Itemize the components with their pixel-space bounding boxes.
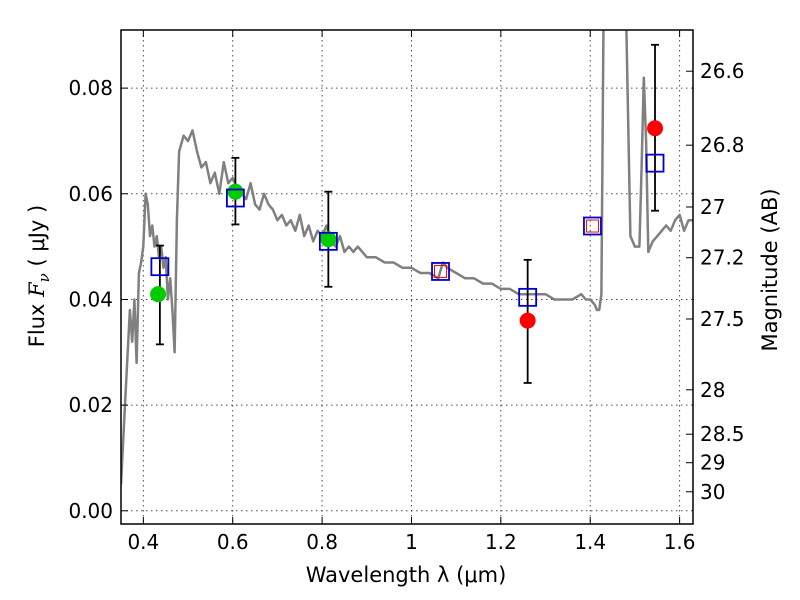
y-axis-label: Flux Fν ( μJy ) <box>25 205 53 347</box>
x-tick-label: 1.4 <box>574 530 606 554</box>
y-tick-label: 0.08 <box>68 76 113 100</box>
right-tick-label: 30 <box>700 480 725 504</box>
y-tick-label: 0.04 <box>68 287 113 311</box>
plot-frame <box>120 29 694 525</box>
right-tick-label: 27.2 <box>700 246 745 270</box>
x-tick-label: 0.6 <box>217 530 249 554</box>
model-flux-box-inner <box>434 264 448 278</box>
x-tick-label: 0.8 <box>306 530 338 554</box>
model-flux-box <box>150 257 170 277</box>
right-tick-label: 28.5 <box>700 422 745 446</box>
x-axis-label: Wavelength λ (μm) <box>306 563 507 587</box>
model-spectrum-line <box>121 30 693 485</box>
x-tick-label: 1.2 <box>485 530 517 554</box>
model-flux-box-inner <box>585 219 599 233</box>
right-tick-label: 28 <box>700 378 725 402</box>
y-axis-label-sub: ν <box>35 273 53 282</box>
axes: 0.4 0.6 0.8 1 1.2 1.4 1.6 0.00 0.02 0.04 0.06 0.08 2… <box>68 30 745 554</box>
model-flux-box <box>645 153 665 173</box>
right-tick-label: 26.8 <box>700 133 745 157</box>
right-tick-label: 29 <box>700 451 725 475</box>
x-tick-label: 0.4 <box>127 530 159 554</box>
y-tick-label: 0.06 <box>68 182 113 206</box>
y-axis-label-prefix: Flux <box>25 297 49 347</box>
x-tick-label: 1 <box>405 530 418 554</box>
x-tick-label: 1.6 <box>664 530 696 554</box>
right-axis-label: Magnitude (AB) <box>758 188 782 351</box>
y-tick-label: 0.00 <box>68 499 113 523</box>
model-flux-box <box>583 216 602 236</box>
observed-point-green <box>320 231 337 248</box>
model-flux-box <box>431 262 450 281</box>
model-flux-box <box>518 287 538 307</box>
model-flux-box <box>318 231 338 251</box>
observed-point-green <box>227 183 244 200</box>
right-tick-label: 27.5 <box>700 307 745 331</box>
right-tick-label: 26.6 <box>700 59 745 83</box>
model-flux-box <box>225 188 245 208</box>
y-tick-label: 0.02 <box>68 393 113 417</box>
observed-point-red <box>647 120 664 137</box>
y-axis-label-var: F <box>25 281 49 298</box>
observed-point-green <box>150 286 167 303</box>
y-axis-label-unit: ( μJy ) <box>25 205 49 273</box>
grid <box>121 30 693 524</box>
plot-area <box>121 30 693 485</box>
observed-point-red <box>519 312 536 329</box>
right-tick-label: 27 <box>700 195 725 219</box>
